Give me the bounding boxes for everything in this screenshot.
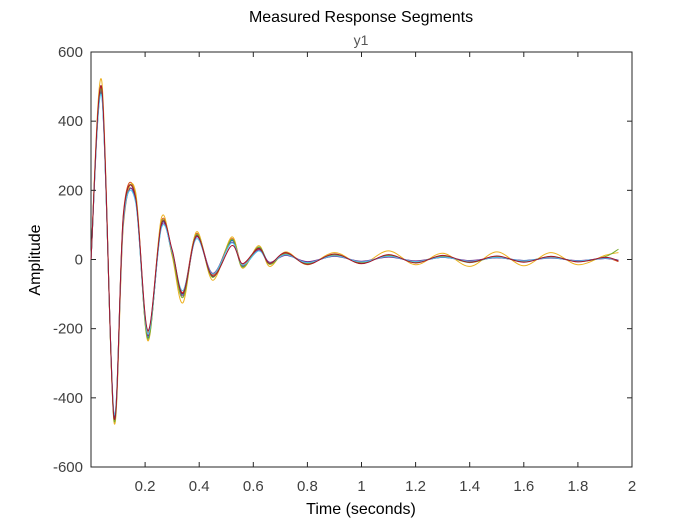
x-tick-label: 1.4 (459, 478, 480, 495)
x-tick-label: 1.2 (405, 478, 426, 495)
x-tick-label: 0.4 (189, 478, 210, 495)
plot-area (90, 51, 633, 468)
series-layer (90, 78, 619, 425)
y-axis-label: Amplitude (27, 224, 44, 295)
x-tick-label: 0.6 (243, 478, 264, 495)
y-tick-label: -200 (53, 321, 83, 338)
ticks-layer: 0.2 0.4 0.6 0.8 1 1.2 1.4 1.6 1.8 2 600 400 200 0 -200… (53, 44, 636, 495)
x-tick-label: 0.2 (135, 478, 156, 495)
chart-subtitle: y1 (354, 32, 369, 48)
x-tick-label: 1.8 (567, 478, 588, 495)
x-tick-label: 1 (357, 478, 365, 495)
y-tick-label: -400 (53, 390, 83, 407)
x-axis-label: Time (seconds) (306, 501, 416, 518)
y-tick-label: 400 (58, 113, 83, 130)
chart-title: Measured Response Segments (249, 9, 473, 26)
y-tick-label: 200 (58, 182, 83, 199)
y-tick-label: 0 (75, 252, 83, 269)
y-tick-label: -600 (53, 459, 83, 476)
series-line-7 (90, 85, 619, 420)
x-tick-label: 2 (628, 478, 636, 495)
x-tick-label: 1.6 (513, 478, 534, 495)
x-tick-label: 0.8 (297, 478, 318, 495)
y-tick-label: 600 (58, 44, 83, 61)
